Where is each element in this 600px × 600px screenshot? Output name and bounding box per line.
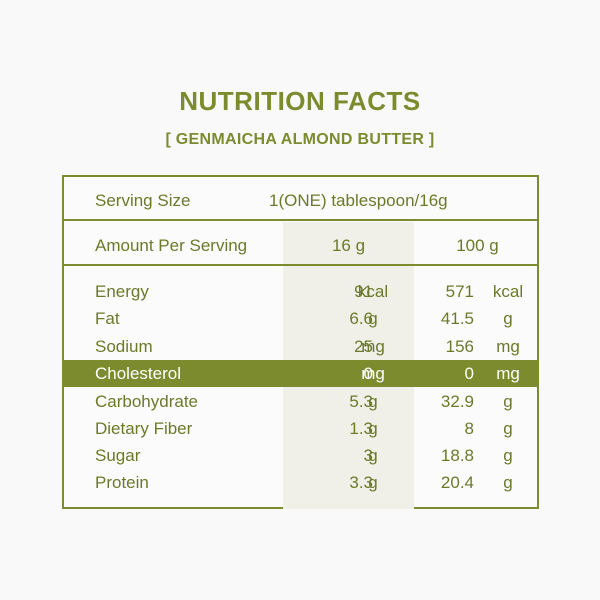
per-serving-unit: g [368,309,378,328]
per-serving-value: 3 [363,446,373,465]
nutrient-row-fat: Fat 6.6 g 41.5 g [64,305,537,332]
nutrient-row-dietary-fiber: Dietary Fiber 1.3 g 8 g [64,415,537,442]
nutrient-name: Cholesterol [95,364,181,383]
serving-size-row: Serving Size 1(ONE) tablespoon/16g [64,177,537,221]
per-100g-value: 41.5 [440,309,474,328]
nutrient-row-energy: Energy 91 kcal 571 kcal [64,278,537,305]
nutrient-row-cholesterol: Cholesterol 0 mg 0 mg [64,360,537,387]
page-title: NUTRITION FACTS [179,86,421,116]
nutrient-name: Sodium [95,337,153,356]
per-100g-value: 8 [464,419,474,438]
per-100g-unit: g [503,473,513,492]
per-serving-unit: g [368,419,378,438]
nutrition-table: Serving Size 1(ONE) tablespoon/16g Amoun… [62,175,539,509]
per-100g-value: 20.4 [440,473,474,492]
nutrient-row-sodium: Sodium 25 mg 156 mg [64,333,537,360]
per-serving-unit: mg [361,337,385,356]
per-100g-value: 32.9 [440,392,474,411]
serving-size-label: Serving Size [95,191,191,210]
per-serving-value: 6.6 [349,309,373,328]
nutrient-row-protein: Protein 3.3 g 20.4 g [64,469,537,496]
per-100g-unit: g [503,392,513,411]
per-serving-unit: kcal [357,282,389,301]
per-100g-unit: g [503,309,513,328]
nutrient-name: Carbohydrate [95,392,199,411]
nutrient-name: Fat [95,309,120,328]
per-100g-value: 18.8 [440,446,474,465]
serving-size-value: 1(ONE) tablespoon/16g [269,191,448,210]
per-100g-value: 156 [445,337,474,356]
per-100g-value: 0 [464,364,474,383]
per-100g-unit: kcal [492,282,524,301]
nutrient-name: Dietary Fiber [95,419,193,438]
per-100g-unit: mg [496,364,520,383]
amount-per-serving-label: Amount Per Serving [95,236,248,255]
per-100g-unit: g [503,419,513,438]
per-serving-header: 16 g [331,236,366,255]
per-serving-value: 0 [363,364,373,383]
per-serving-value: 3.3 [349,473,373,492]
per-100g-header: 100 g [456,236,499,255]
per-serving-unit: g [368,392,378,411]
per-serving-value: 5.3 [349,392,373,411]
per-100g-unit: g [503,446,513,465]
per-serving-value: 1.3 [349,419,373,438]
nutrient-name: Energy [95,282,149,301]
per-serving-value: 25 [354,337,373,356]
per-100g-value: 571 [445,282,474,301]
per-100g-unit: mg [496,337,520,356]
product-name: [ GENMAICHA ALMOND BUTTER ] [165,131,435,148]
per-serving-value: 91 [354,282,373,301]
column-header-row: Amount Per Serving 16 g 100 g [64,222,537,266]
nutrient-name: Sugar [95,446,141,465]
nutrient-row-carbohydrate: Carbohydrate 5.3 g 32.9 g [64,388,537,415]
nutrient-name: Protein [95,473,149,492]
per-serving-unit: mg [361,364,385,383]
per-serving-unit: g [368,446,378,465]
per-serving-unit: g [368,473,378,492]
nutrient-row-sugar: Sugar 3 g 18.8 g [64,442,537,469]
